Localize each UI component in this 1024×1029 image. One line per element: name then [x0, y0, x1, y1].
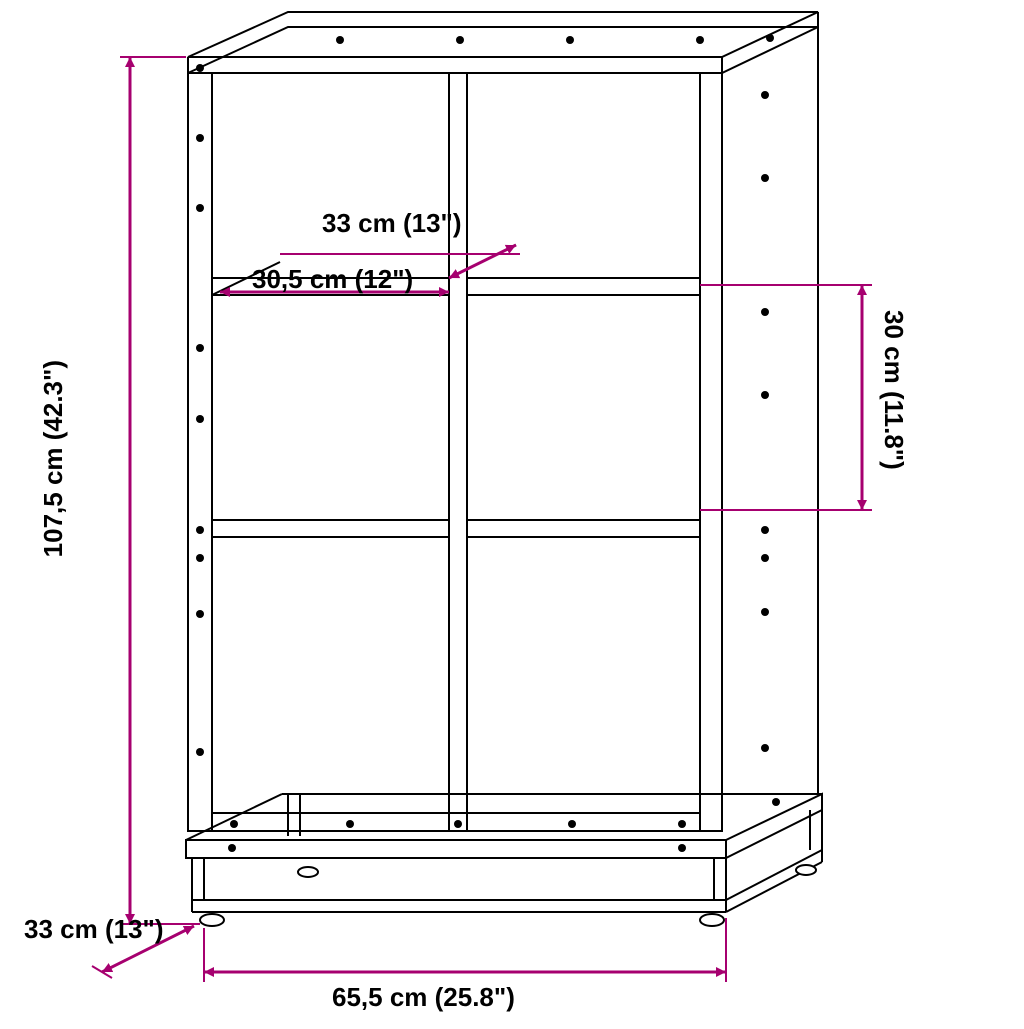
label-height: 107,5 cm (42.3"): [38, 360, 69, 557]
fastener-dots: [196, 34, 780, 852]
label-shelf-height: 30 cm (11.8"): [878, 310, 909, 470]
label-shelf-width: 30,5 cm (12"): [252, 264, 413, 295]
furniture-diagram: [0, 0, 1024, 1024]
label-width: 65,5 cm (25.8"): [332, 982, 515, 1013]
label-shelf-depth: 33 cm (13"): [322, 208, 462, 239]
label-depth: 33 cm (13"): [24, 914, 164, 945]
cabinet-structure: [186, 12, 822, 926]
